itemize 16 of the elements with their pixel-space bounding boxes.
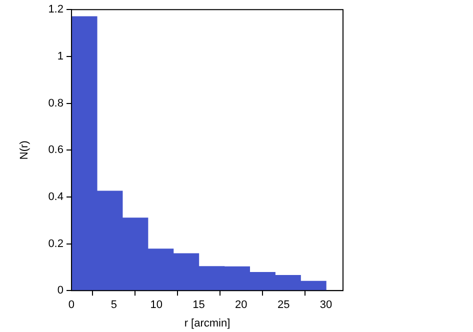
y-tick-label: 0.4	[48, 190, 64, 203]
x-tick-label: 30	[320, 299, 332, 312]
y-tick-label: 0	[57, 284, 64, 297]
x-tick-label: 0	[68, 299, 75, 312]
x-axis-title: r [arcmin]	[184, 317, 230, 330]
y-tick-label: 1	[57, 50, 64, 62]
y-tick-label: 1.2	[48, 4, 64, 16]
x-tick-label: 20	[235, 299, 248, 312]
x-tick-label: 15	[192, 299, 205, 312]
y-axis-title: N(r)	[18, 140, 31, 160]
y-tick-label: 0.8	[48, 97, 64, 110]
y-tick-label: 0.6	[48, 144, 64, 156]
x-tick-label: 5	[110, 299, 117, 312]
x-tick-label: 10	[150, 299, 162, 312]
y-tick-label: 0.2	[48, 238, 64, 250]
x-tick-label: 25	[277, 299, 290, 312]
